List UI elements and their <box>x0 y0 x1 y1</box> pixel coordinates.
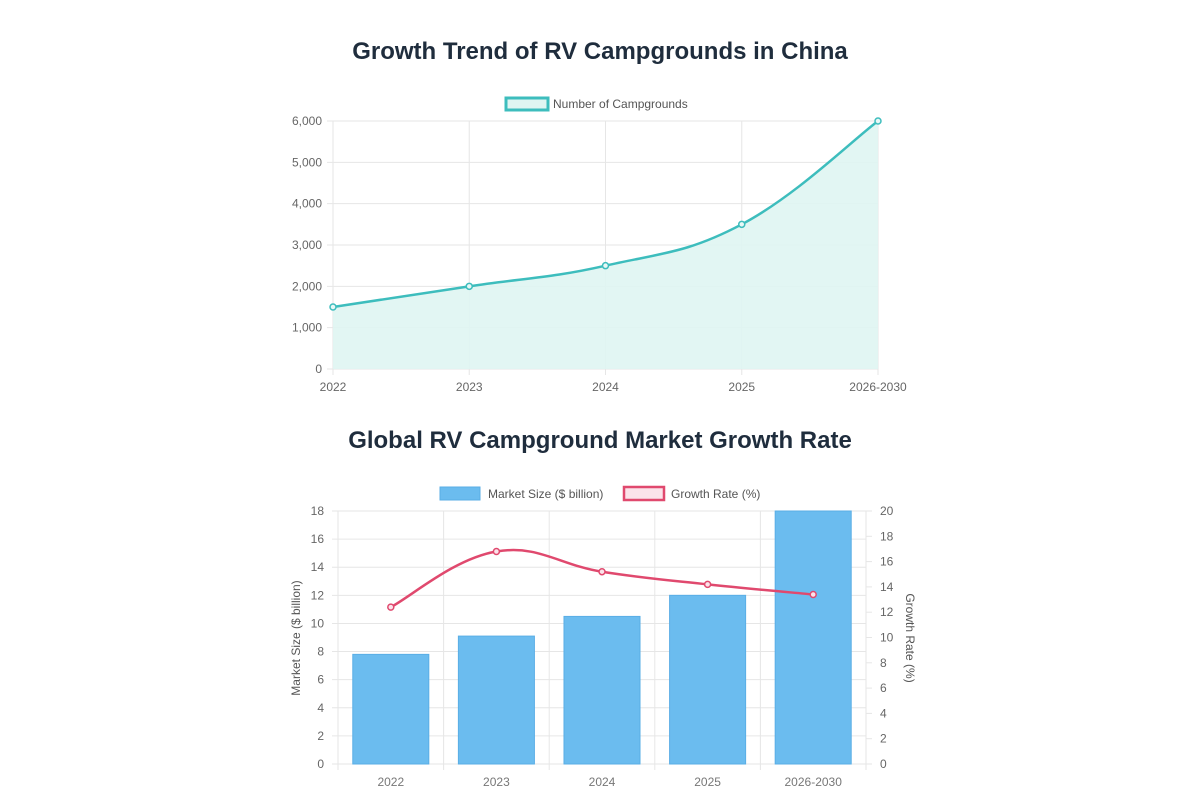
x-tick-label: 2023 <box>456 380 483 394</box>
x-tick-label: 2023 <box>483 775 510 789</box>
legend-swatch-growth-rate <box>622 485 666 502</box>
chart2-title: Global RV Campground Market Growth Rate <box>348 427 852 454</box>
y-tick-label-left: 10 <box>311 616 325 630</box>
data-point-campgrounds <box>738 220 746 229</box>
x-tick-label: 2026-2030 <box>785 775 843 789</box>
y-tick-label: 5,000 <box>292 155 322 169</box>
y-tick-label: 4,000 <box>292 197 322 211</box>
y-tick-label-right: 0 <box>880 757 887 771</box>
bar-market-size <box>563 615 641 765</box>
y-tick-label-right: 10 <box>880 631 894 645</box>
series-line-campgrounds <box>332 120 879 309</box>
y-tick-label-right: 20 <box>880 504 894 518</box>
y-tick-label-right: 18 <box>880 529 894 543</box>
y-tick-label: 0 <box>315 362 322 376</box>
data-point-growth-rate <box>703 580 712 589</box>
y-tick-label-left: 16 <box>311 532 325 546</box>
y-tick-label-right: 14 <box>880 580 894 594</box>
bar-market-size <box>669 594 747 765</box>
data-point-growth-rate <box>387 603 395 611</box>
data-point-growth-rate <box>598 567 606 576</box>
x-tick-label: 2025 <box>728 380 755 394</box>
legend-label-market-size: Market Size ($ billion) <box>488 487 603 501</box>
data-point-growth-rate <box>492 547 501 556</box>
area-fill-campgrounds <box>333 121 878 369</box>
chart1-title: Growth Trend of RV Campgrounds in China <box>352 38 848 65</box>
x-tick-label: 2026-2030 <box>849 380 907 394</box>
series-line-growth-rate <box>390 548 814 609</box>
data-point-campgrounds <box>465 282 473 291</box>
bar-market-size <box>352 653 430 765</box>
y-tick-label-right: 8 <box>880 656 887 670</box>
y-tick-label-left: 2 <box>317 729 324 743</box>
y-axis-title-right: Growth Rate (%) <box>903 593 917 682</box>
chart2-bar-line-combo: Market Size ($ billion) Growth Rate (%) 0 2… <box>289 485 917 789</box>
y-tick-label-right: 2 <box>880 732 887 746</box>
y-tick-label-right: 16 <box>880 555 894 569</box>
y-tick-label: 2,000 <box>292 279 322 293</box>
data-point-campgrounds <box>601 261 610 270</box>
y-tick-label-right: 6 <box>880 681 887 695</box>
y-tick-label-left: 14 <box>311 560 325 574</box>
y-tick-label: 1,000 <box>292 321 322 335</box>
bar-market-size <box>457 635 535 765</box>
y-tick-label-right: 12 <box>880 605 894 619</box>
y-axis-title-left: Market Size ($ billion) <box>289 580 303 695</box>
y-tick-label-left: 12 <box>311 588 325 602</box>
data-point-growth-rate <box>809 590 817 599</box>
y-tick-label-left: 8 <box>317 645 324 659</box>
x-tick-label: 2024 <box>592 380 619 394</box>
data-point-campgrounds <box>874 117 882 125</box>
x-tick-label: 2025 <box>694 775 721 789</box>
y-tick-label-left: 18 <box>311 504 325 518</box>
legend-label-growth-rate: Growth Rate (%) <box>671 487 760 501</box>
x-tick-label: 2024 <box>589 775 616 789</box>
chart1-line-area: Number of Campgrounds 0 1,000 2,000 3,000 4,0… <box>292 96 907 394</box>
data-point-campgrounds <box>329 303 337 311</box>
y-tick-label-left: 6 <box>317 673 324 687</box>
y-tick-label-left: 4 <box>317 701 324 715</box>
legend-swatch-market-size <box>439 486 481 501</box>
x-tick-label: 2022 <box>320 380 347 394</box>
x-tick-label: 2022 <box>377 775 404 789</box>
legend-label-campgrounds: Number of Campgrounds <box>553 97 688 111</box>
y-tick-label: 6,000 <box>292 114 322 128</box>
y-tick-label: 3,000 <box>292 238 322 252</box>
legend-swatch-campgrounds <box>504 96 550 112</box>
bar-market-size <box>774 510 852 765</box>
y-tick-label-left: 0 <box>317 757 324 771</box>
y-tick-label-right: 4 <box>880 706 887 720</box>
